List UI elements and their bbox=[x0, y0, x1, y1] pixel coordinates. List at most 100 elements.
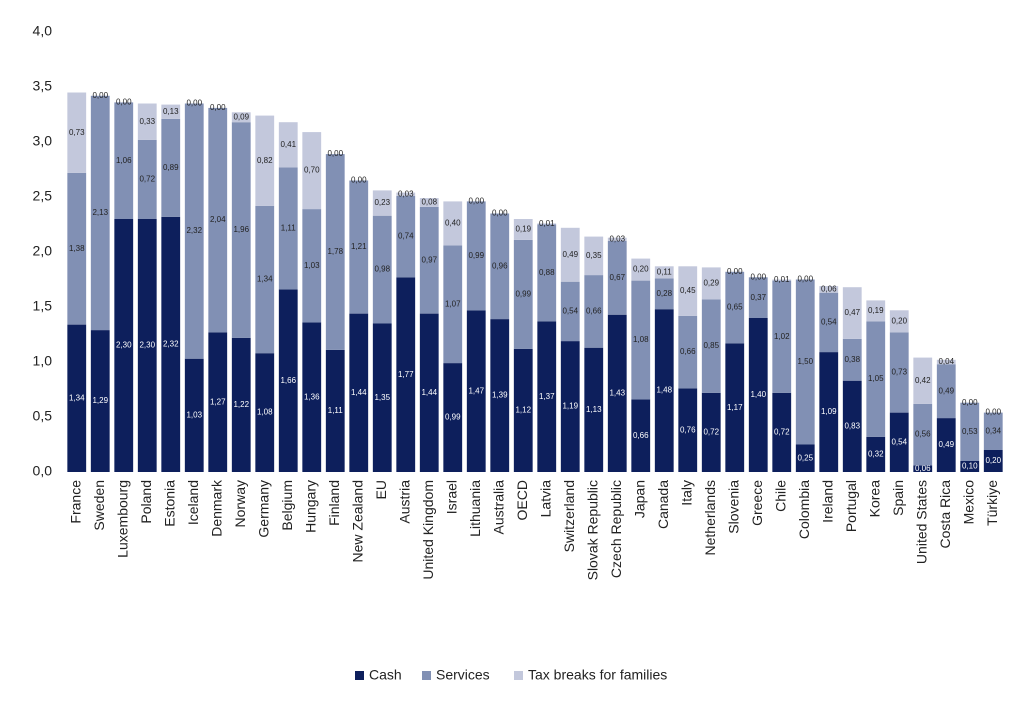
value-label: 0,72 bbox=[139, 175, 155, 184]
bar-segment bbox=[772, 279, 792, 281]
bar-segment bbox=[678, 315, 698, 389]
value-label: 0,73 bbox=[891, 368, 907, 377]
value-label: 0,65 bbox=[727, 303, 743, 312]
x-tick-label: Slovak Republic bbox=[584, 480, 600, 580]
value-label: 0,99 bbox=[468, 251, 484, 260]
value-label: 0,34 bbox=[985, 426, 1001, 435]
x-tick-label: Colombia bbox=[796, 480, 812, 539]
value-label: 0,19 bbox=[868, 306, 884, 315]
bar-segment bbox=[490, 319, 510, 472]
y-tick-label: 2,5 bbox=[33, 188, 53, 204]
value-label: 1,17 bbox=[727, 403, 743, 412]
value-label: 0,11 bbox=[657, 267, 673, 276]
value-label: 0,29 bbox=[703, 278, 719, 287]
value-label: 2,04 bbox=[210, 215, 226, 224]
bar-segment bbox=[678, 266, 698, 316]
legend-swatch bbox=[355, 671, 364, 680]
bar-segment bbox=[913, 357, 933, 404]
value-label: 1,02 bbox=[774, 332, 790, 341]
value-label: 0,35 bbox=[586, 251, 602, 260]
bar-segment bbox=[419, 313, 439, 472]
value-label: 0,00 bbox=[186, 99, 202, 108]
value-label: 0,88 bbox=[539, 268, 555, 277]
bar-segment bbox=[513, 219, 533, 240]
bar-segment bbox=[302, 322, 322, 472]
bar-segment bbox=[772, 392, 792, 472]
bar-segment bbox=[889, 412, 909, 472]
bar-segment bbox=[372, 190, 392, 216]
bar-segment bbox=[231, 122, 251, 338]
bar-segment bbox=[537, 224, 557, 322]
value-label: 0,00 bbox=[492, 209, 508, 218]
bar-segment bbox=[349, 313, 369, 472]
value-label: 1,78 bbox=[327, 247, 343, 256]
value-label: 0,03 bbox=[609, 234, 625, 243]
bar-segment bbox=[866, 436, 886, 472]
bar-segment bbox=[67, 324, 87, 472]
x-tick-label: Poland bbox=[138, 480, 154, 524]
x-tick-label: Canada bbox=[655, 480, 671, 529]
value-label: 0,54 bbox=[891, 437, 907, 446]
value-label: 0,00 bbox=[985, 408, 1001, 417]
bar-segment bbox=[748, 277, 768, 318]
value-label: 0,73 bbox=[69, 128, 85, 137]
bar-segment bbox=[913, 465, 933, 472]
value-label: 1,34 bbox=[69, 393, 85, 402]
x-tick-label: Latvia bbox=[537, 480, 553, 518]
bar-segment bbox=[137, 103, 157, 140]
bar-segment bbox=[631, 258, 651, 281]
value-label: 0,89 bbox=[163, 163, 179, 172]
y-tick-label: 3,0 bbox=[33, 133, 53, 149]
y-tick-label: 4,0 bbox=[33, 23, 53, 39]
value-label: 0,45 bbox=[680, 286, 696, 295]
value-label: 1,21 bbox=[351, 242, 367, 251]
x-tick-label: Japan bbox=[631, 480, 647, 518]
x-tick-label: Costa Rica bbox=[937, 480, 953, 549]
x-tick-label: Lithuania bbox=[467, 480, 483, 537]
value-label: 1,96 bbox=[233, 225, 249, 234]
bar-segment bbox=[631, 280, 651, 400]
value-label: 0,66 bbox=[586, 307, 602, 316]
value-label: 0,04 bbox=[938, 357, 954, 366]
bar-segment bbox=[795, 444, 815, 472]
value-label: 1,03 bbox=[304, 261, 320, 270]
x-tick-label: Australia bbox=[490, 480, 506, 535]
value-label: 0,72 bbox=[774, 428, 790, 437]
value-label: 0,99 bbox=[515, 289, 531, 298]
value-label: 2,30 bbox=[139, 341, 155, 350]
value-label: 0,06 bbox=[821, 285, 837, 294]
value-label: 1,43 bbox=[609, 388, 625, 397]
bar-segment bbox=[537, 223, 557, 225]
bar-segment bbox=[372, 323, 392, 472]
bar-segment bbox=[161, 104, 181, 119]
value-label: 1,03 bbox=[186, 410, 202, 419]
bar-segment bbox=[654, 309, 674, 472]
bar-segment bbox=[161, 216, 181, 472]
bar-segment bbox=[349, 180, 369, 314]
value-label: 0,23 bbox=[374, 198, 390, 207]
bar-segment bbox=[255, 205, 275, 354]
bar-segment bbox=[466, 201, 486, 311]
value-label: 1,27 bbox=[210, 397, 226, 406]
value-label: 1,07 bbox=[445, 299, 461, 308]
bar-segment bbox=[584, 347, 604, 472]
x-tick-label: Denmark bbox=[208, 479, 224, 537]
value-label: 0,00 bbox=[727, 267, 743, 276]
value-label: 0,42 bbox=[915, 376, 931, 385]
bar-segment bbox=[560, 227, 580, 282]
bar-segment bbox=[983, 450, 1003, 472]
bar-segment bbox=[184, 358, 204, 472]
x-tick-label: Finland bbox=[326, 480, 342, 526]
x-tick-label: Belgium bbox=[279, 480, 295, 531]
bar-segment bbox=[913, 403, 933, 466]
bar-segment bbox=[255, 353, 275, 472]
x-tick-label: United States bbox=[913, 480, 929, 564]
value-label: 0,41 bbox=[280, 140, 296, 149]
bar-segment bbox=[889, 332, 909, 413]
value-label: 1,39 bbox=[492, 391, 508, 400]
value-label: 1,22 bbox=[233, 400, 249, 409]
value-label: 0,00 bbox=[210, 103, 226, 112]
value-label: 1,37 bbox=[539, 392, 555, 401]
x-tick-label: Mexico bbox=[960, 480, 976, 525]
